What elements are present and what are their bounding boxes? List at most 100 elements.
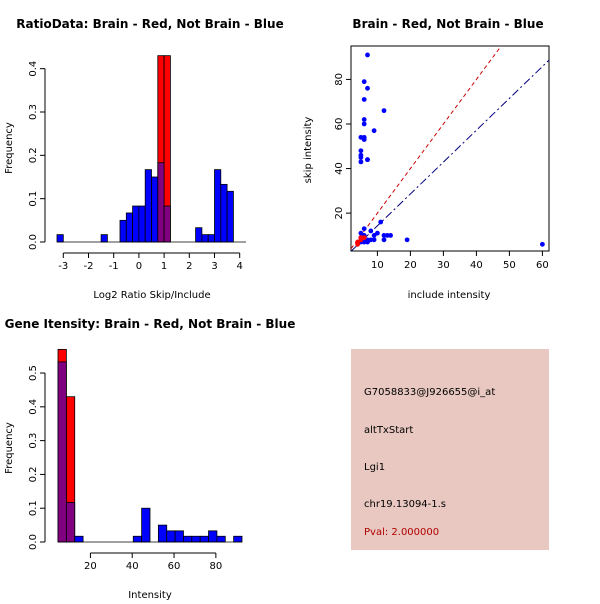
scatter-points [355,52,545,247]
scatter-diagonal-line [350,45,502,250]
scatter-ylabel: skip intensity [303,117,314,184]
gene-histogram-bars [57,348,243,543]
ratio-not-brain-bar [100,234,108,243]
gene-not-brain-bar [174,530,184,543]
probe-id: G7058833@J926655@i_at [364,387,496,398]
scatter-not-brain-point [361,137,367,142]
ratio-overlap-bar [163,205,171,243]
gene-y-tick-label: 0.3 [28,433,39,449]
gene-histogram-ylabel: Frequency [4,422,15,474]
ratio-x-tick-label: -2 [84,261,94,272]
gene-histogram-title: Gene Itensity: Brain - Red, Not Brain - … [5,317,296,331]
ratio-not-brain-bar [226,190,234,243]
scatter-not-brain-point [368,228,374,234]
ratio-not-brain-bar [144,169,152,243]
event-type: altTxStart [364,425,414,436]
gene-not-brain-bar [208,530,218,543]
ratio-not-brain-bar [195,227,203,243]
gene-y-tick-label: 0.5 [28,365,39,381]
ratio-not-brain-bar [151,176,159,243]
gene-not-brain-bar [216,535,226,543]
scatter-not-brain-point [361,97,367,102]
ratio-not-brain-bar [56,234,64,243]
scatter-not-brain-point [365,157,370,163]
scatter-brain-point [358,235,364,241]
scatter-y-tick-label: 80 [334,73,345,86]
gene-y-tick-label: 0.1 [28,500,39,516]
ratio-not-brain-bar [119,219,127,243]
scatter-not-brain-point [365,52,370,58]
scatter-not-brain-point [404,237,410,243]
gene-not-brain-bar [157,524,168,543]
probe-info-box: G7058833@J926655@i_at altTxStart Lgi1 ch… [351,349,549,550]
scatter-plot-box [350,45,550,252]
gene-not-brain-bar [141,507,151,543]
ratio-y-tick-label: 0.3 [28,104,39,120]
ratio-y-tick-label: 0.1 [28,191,39,207]
scatter-x-tick-label: 30 [437,260,450,271]
gene-not-brain-bar [183,535,193,543]
gene-overlap-bar [65,502,76,543]
ratio-x-tick-label: -1 [109,261,119,272]
gene-y-tick-label: 0.0 [28,534,39,550]
ratio-not-brain-bar [214,169,222,243]
scatter-not-brain-point [381,233,387,238]
scatter-brain-point [361,235,367,241]
gene-x-tick-label: 80 [209,561,222,572]
scatter-not-brain-point [365,239,370,245]
scatter-not-brain-point [381,237,387,243]
scatter-y-tick-label: 20 [334,207,345,220]
intensity-scatter-panel: Brain - Red, Not Brain - Blue include in… [303,17,550,301]
gene-x-tick-label: 60 [168,561,181,572]
ratio-x-tick-label: -3 [58,261,68,272]
gene-y-tick-label: 0.2 [28,466,39,482]
ratio-y-tick-label: 0.0 [28,234,39,250]
scatter-fit-line [350,59,550,252]
ratio-histogram-ylabel: Frequency [4,122,15,174]
ratio-y-tick-label: 0.2 [28,147,39,163]
scatter-not-brain-point [358,155,364,160]
scatter-not-brain-point [375,230,380,236]
gene-y-tick-label: 0.4 [28,399,39,415]
gene-x-tick-label: 20 [84,561,97,572]
ratio-not-brain-bar [207,234,215,243]
scatter-xlabel: include intensity [408,290,491,301]
gene-histogram-axes: 20 40 60 80 0.0 0.1 0.2 0.3 0.4 0.5 [28,365,222,572]
scatter-x-tick-label: 60 [536,260,549,271]
ratio-x-tick-label: 4 [237,261,243,272]
ratio-histogram-bars [56,55,246,243]
gene-histogram-xlabel: Intensity [128,590,172,600]
gene-not-brain-bar [166,530,176,543]
scatter-reference-lines [350,45,550,252]
ratio-not-brain-bar [201,234,209,243]
scatter-x-tick-label: 20 [404,260,417,271]
gene-x-tick-label: 40 [126,561,139,572]
scatter-y-tick-label: 40 [334,162,345,175]
gene-symbol: Lgi1 [364,462,386,473]
gene-overlap-bar [57,361,67,543]
scatter-not-brain-point [388,233,393,238]
scatter-x-tick-label: 50 [503,260,516,271]
ratio-histogram-axes: -3 -2 -1 0 1 2 3 4 0.0 0.1 0.2 0.3 0.4 [28,61,243,272]
scatter-not-brain-point [361,226,367,232]
ratio-y-tick-label: 0.4 [28,61,39,77]
scatter-not-brain-point [384,233,390,238]
p-value: Pval: 2.000000 [364,527,440,538]
gene-not-brain-bar [74,535,84,543]
scatter-brain-point [355,241,360,247]
ratio-not-brain-bar [132,205,140,243]
scatter-title: Brain - Red, Not Brain - Blue [352,17,543,31]
scatter-not-brain-point [378,219,384,225]
gene-not-brain-bar [233,535,243,543]
gene-intensity-histogram-panel: Gene Itensity: Brain - Red, Not Brain - … [4,317,296,601]
scatter-y-tick-label: 60 [334,118,345,131]
ratio-not-brain-bar [220,183,228,243]
gene-not-brain-bar [132,535,143,543]
scatter-not-brain-point [358,159,364,165]
ratio-x-tick-label: 1 [161,261,167,272]
scatter-not-brain-point [361,117,367,122]
scatter-not-brain-point [540,241,545,247]
ratio-x-tick-label: 2 [186,261,192,272]
scatter-not-brain-point [358,148,364,154]
